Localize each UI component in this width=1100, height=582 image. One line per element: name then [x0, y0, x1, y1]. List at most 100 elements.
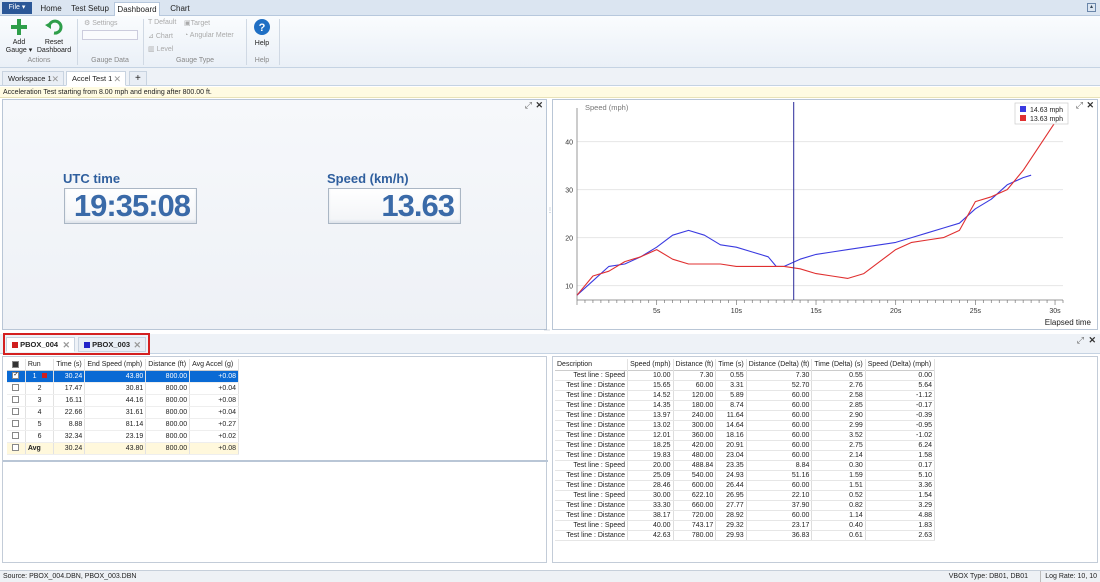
close-icon[interactable]: ✕ — [133, 340, 141, 350]
tab-chart[interactable]: Chart — [170, 4, 190, 13]
run-checkbox[interactable]: ✓ — [12, 372, 20, 380]
cell-value: 60.00 — [746, 510, 813, 521]
cell-accel: +0.02 — [189, 430, 239, 443]
level-gauge-button[interactable]: ▥ Level — [148, 45, 173, 53]
level-bars-icon: ▥ — [148, 46, 155, 53]
tab-accel-test-1[interactable]: Accel Test 1 ✕ — [66, 71, 126, 86]
run-checkbox[interactable] — [12, 420, 20, 428]
table-row[interactable]: Test line : Distance 18.25 420.00 20.91 60.0… — [555, 440, 936, 451]
run-checkbox[interactable] — [12, 396, 20, 404]
close-icon[interactable]: ✕ — [62, 340, 70, 350]
add-tab-button[interactable]: + — [129, 71, 147, 86]
cell-value: 8.84 — [746, 460, 813, 471]
tab-dashboard[interactable]: Dashboard — [114, 2, 160, 16]
table-row[interactable]: 6 32.34 23.19 800.00 +0.02 — [7, 430, 239, 443]
close-icon[interactable]: ✕ — [51, 74, 59, 84]
target-gauge-button[interactable]: ▣Target — [184, 19, 210, 27]
table-row[interactable]: Test line : Distance 13.97 240.00 11.64 60.0… — [555, 410, 936, 421]
col-speed-delta[interactable]: Speed (Delta) (mph) — [865, 359, 936, 370]
cell-value: -0.95 — [865, 420, 936, 431]
x-axis-title: Elapsed time — [1045, 318, 1092, 327]
tab-home[interactable]: Home — [40, 4, 62, 13]
avg-row[interactable]: Avg 30.24 43.80 800.00 +0.08 — [7, 442, 239, 455]
table-row[interactable]: Test line : Distance 19.83 480.00 23.04 60.0… — [555, 450, 936, 461]
tab-workspace-1[interactable]: Workspace 1 ✕ — [2, 71, 64, 86]
table-row[interactable]: Test line : Distance 14.52 120.00 5.89 60.00… — [555, 390, 936, 401]
col-time[interactable]: Time (s) — [715, 359, 747, 370]
help-question-icon: ? — [254, 19, 270, 35]
table-row[interactable]: 3 16.11 44.16 800.00 +0.08 — [7, 394, 239, 407]
expand-icon[interactable]: ⤢ — [1076, 335, 1084, 345]
table-row[interactable]: Test line : Speed 10.00 7.30 0.55 7.30 0.55 0.… — [555, 370, 936, 381]
expand-icon[interactable]: ⤢ — [524, 100, 532, 110]
speed-gauge[interactable]: 13.63 — [328, 188, 461, 224]
close-icon[interactable]: ✕ — [535, 100, 543, 110]
table-row[interactable]: Test line : Speed 20.00 488.84 23.35 8.84 0.3… — [555, 460, 936, 471]
table-row[interactable]: Test line : Distance 28.46 600.00 26.44 60.0… — [555, 480, 936, 491]
minimize-ribbon-icon[interactable]: ▴ — [1087, 3, 1096, 12]
table-row[interactable]: 4 22.66 31.61 800.00 +0.04 — [7, 406, 239, 419]
settings-dropdown[interactable] — [82, 30, 138, 40]
y-tick-label: 10 — [565, 284, 573, 291]
col-speed[interactable]: Speed (mph) — [627, 359, 674, 370]
table-row[interactable]: 2 17.47 30.81 800.00 +0.04 — [7, 382, 239, 395]
run-checkbox[interactable] — [12, 432, 20, 440]
close-icon[interactable]: ✕ — [1086, 100, 1094, 110]
horizontal-splitter[interactable]: ⋯ — [544, 328, 550, 334]
table-row[interactable]: 5 8.88 81.14 800.00 +0.27 — [7, 418, 239, 431]
close-icon[interactable]: ✕ — [1088, 335, 1096, 345]
file-menu-button[interactable]: File ▾ — [2, 2, 32, 14]
close-icon[interactable]: ✕ — [113, 74, 121, 84]
settings-button[interactable]: ⚙ Settings — [84, 19, 118, 27]
table-row[interactable]: Test line : Distance 12.01 360.00 18.16 60.0… — [555, 430, 936, 441]
table-row[interactable]: Test line : Distance 14.35 180.00 8.74 60.00… — [555, 400, 936, 411]
run-checkbox[interactable] — [12, 384, 20, 392]
table-row[interactable]: Test line : Distance 15.65 60.00 3.31 52.70 2… — [555, 380, 936, 391]
table-row[interactable]: Test line : Distance 42.63 780.00 29.93 36.8… — [555, 530, 936, 541]
table-row[interactable]: Test line : Distance 13.02 300.00 14.64 60.0… — [555, 420, 936, 431]
col-time-delta[interactable]: Time (Delta) (s) — [811, 359, 866, 370]
cell-description: Test line : Distance — [555, 380, 629, 391]
cell-description: Test line : Distance — [555, 430, 629, 441]
chart-gauge-button[interactable]: ⊿ Chart — [148, 32, 173, 40]
table-row[interactable]: ✓ 1 30.24 43.80 800.00 +0.08 — [7, 370, 239, 383]
cell-value: 480.00 — [673, 450, 717, 461]
expand-icon[interactable]: ⤢ — [1075, 100, 1083, 110]
angular-meter-button[interactable]: ◔ Angular Meter — [184, 32, 234, 39]
table-row[interactable]: Test line : Speed 30.00 622.10 26.95 22.10 0.… — [555, 490, 936, 501]
tab-pbox-004[interactable]: PBOX_004 ✕ — [6, 337, 75, 352]
reset-dashboard-button[interactable]: Reset Dashboard — [36, 18, 72, 56]
y-axis-title: Speed (mph) — [585, 103, 629, 112]
vertical-splitter[interactable]: ⋮ — [547, 208, 553, 214]
col-time[interactable]: Time (s) — [53, 359, 86, 370]
col-accel[interactable]: Avg Accel (g) — [189, 359, 239, 370]
cell-value: 5.89 — [715, 390, 747, 401]
tab-pbox-003[interactable]: PBOX_003 ✕ — [78, 337, 146, 352]
cell-distance: 800.00 — [145, 418, 191, 431]
col-distance[interactable]: Distance (ft) — [145, 359, 191, 370]
x-tick-label: 20s — [890, 308, 902, 315]
table-row[interactable]: Test line : Speed 40.00 743.17 29.32 23.17 0.… — [555, 520, 936, 531]
table-row[interactable]: Test line : Distance 33.30 660.00 27.77 37.9… — [555, 500, 936, 511]
col-distance-delta[interactable]: Distance (Delta) (ft) — [746, 359, 813, 370]
cell-end-speed: 23.19 — [84, 430, 147, 443]
tab-test-setup[interactable]: Test Setup — [71, 4, 109, 13]
add-gauge-button[interactable]: Add Gauge ▾ — [5, 18, 33, 56]
col-run[interactable]: Run — [25, 359, 55, 370]
table-row[interactable]: Test line : Distance 25.09 540.00 24.93 51.1… — [555, 470, 936, 481]
table-row[interactable]: Test line : Distance 38.17 720.00 28.92 60.0… — [555, 510, 936, 521]
run-checkbox[interactable] — [12, 444, 20, 452]
speed-chart[interactable]: 10 20 30 40 5s 10s 15s 20s 25s 30s Speed (mph) Elap… — [553, 100, 1097, 329]
help-button[interactable]: ? Help — [250, 19, 274, 53]
run-checkbox[interactable] — [12, 408, 20, 416]
col-description[interactable]: Description — [555, 359, 629, 370]
cell-value: 33.30 — [627, 500, 674, 511]
col-distance[interactable]: Distance (ft) — [673, 359, 717, 370]
utc-time-gauge[interactable]: 19:35:08 — [64, 188, 197, 224]
select-all-checkbox[interactable] — [12, 360, 20, 368]
cell-description: Test line : Distance — [555, 500, 629, 511]
default-gauge-button[interactable]: T Default — [148, 19, 176, 26]
col-end-speed[interactable]: End Speed (mph) — [84, 359, 147, 370]
level-label: Level — [156, 46, 174, 53]
cell-value: 60.00 — [673, 380, 717, 391]
